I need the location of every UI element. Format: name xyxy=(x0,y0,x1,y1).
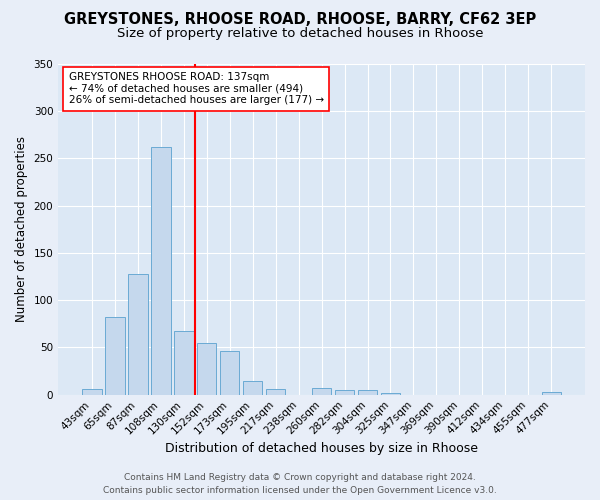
Bar xyxy=(243,380,262,394)
Bar xyxy=(82,389,101,394)
Bar xyxy=(358,390,377,394)
Bar xyxy=(197,343,217,394)
Text: Contains HM Land Registry data © Crown copyright and database right 2024.
Contai: Contains HM Land Registry data © Crown c… xyxy=(103,474,497,495)
Y-axis label: Number of detached properties: Number of detached properties xyxy=(15,136,28,322)
Bar xyxy=(542,392,561,394)
Bar xyxy=(266,389,286,394)
Bar xyxy=(151,147,170,394)
Bar xyxy=(381,393,400,394)
Text: GREYSTONES RHOOSE ROAD: 137sqm
← 74% of detached houses are smaller (494)
26% of: GREYSTONES RHOOSE ROAD: 137sqm ← 74% of … xyxy=(69,72,324,106)
X-axis label: Distribution of detached houses by size in Rhoose: Distribution of detached houses by size … xyxy=(165,442,478,455)
Bar xyxy=(335,390,355,394)
Bar xyxy=(105,317,125,394)
Text: GREYSTONES, RHOOSE ROAD, RHOOSE, BARRY, CF62 3EP: GREYSTONES, RHOOSE ROAD, RHOOSE, BARRY, … xyxy=(64,12,536,28)
Text: Size of property relative to detached houses in Rhoose: Size of property relative to detached ho… xyxy=(117,28,483,40)
Bar xyxy=(220,352,239,395)
Bar xyxy=(128,274,148,394)
Bar xyxy=(174,332,194,394)
Bar xyxy=(312,388,331,394)
